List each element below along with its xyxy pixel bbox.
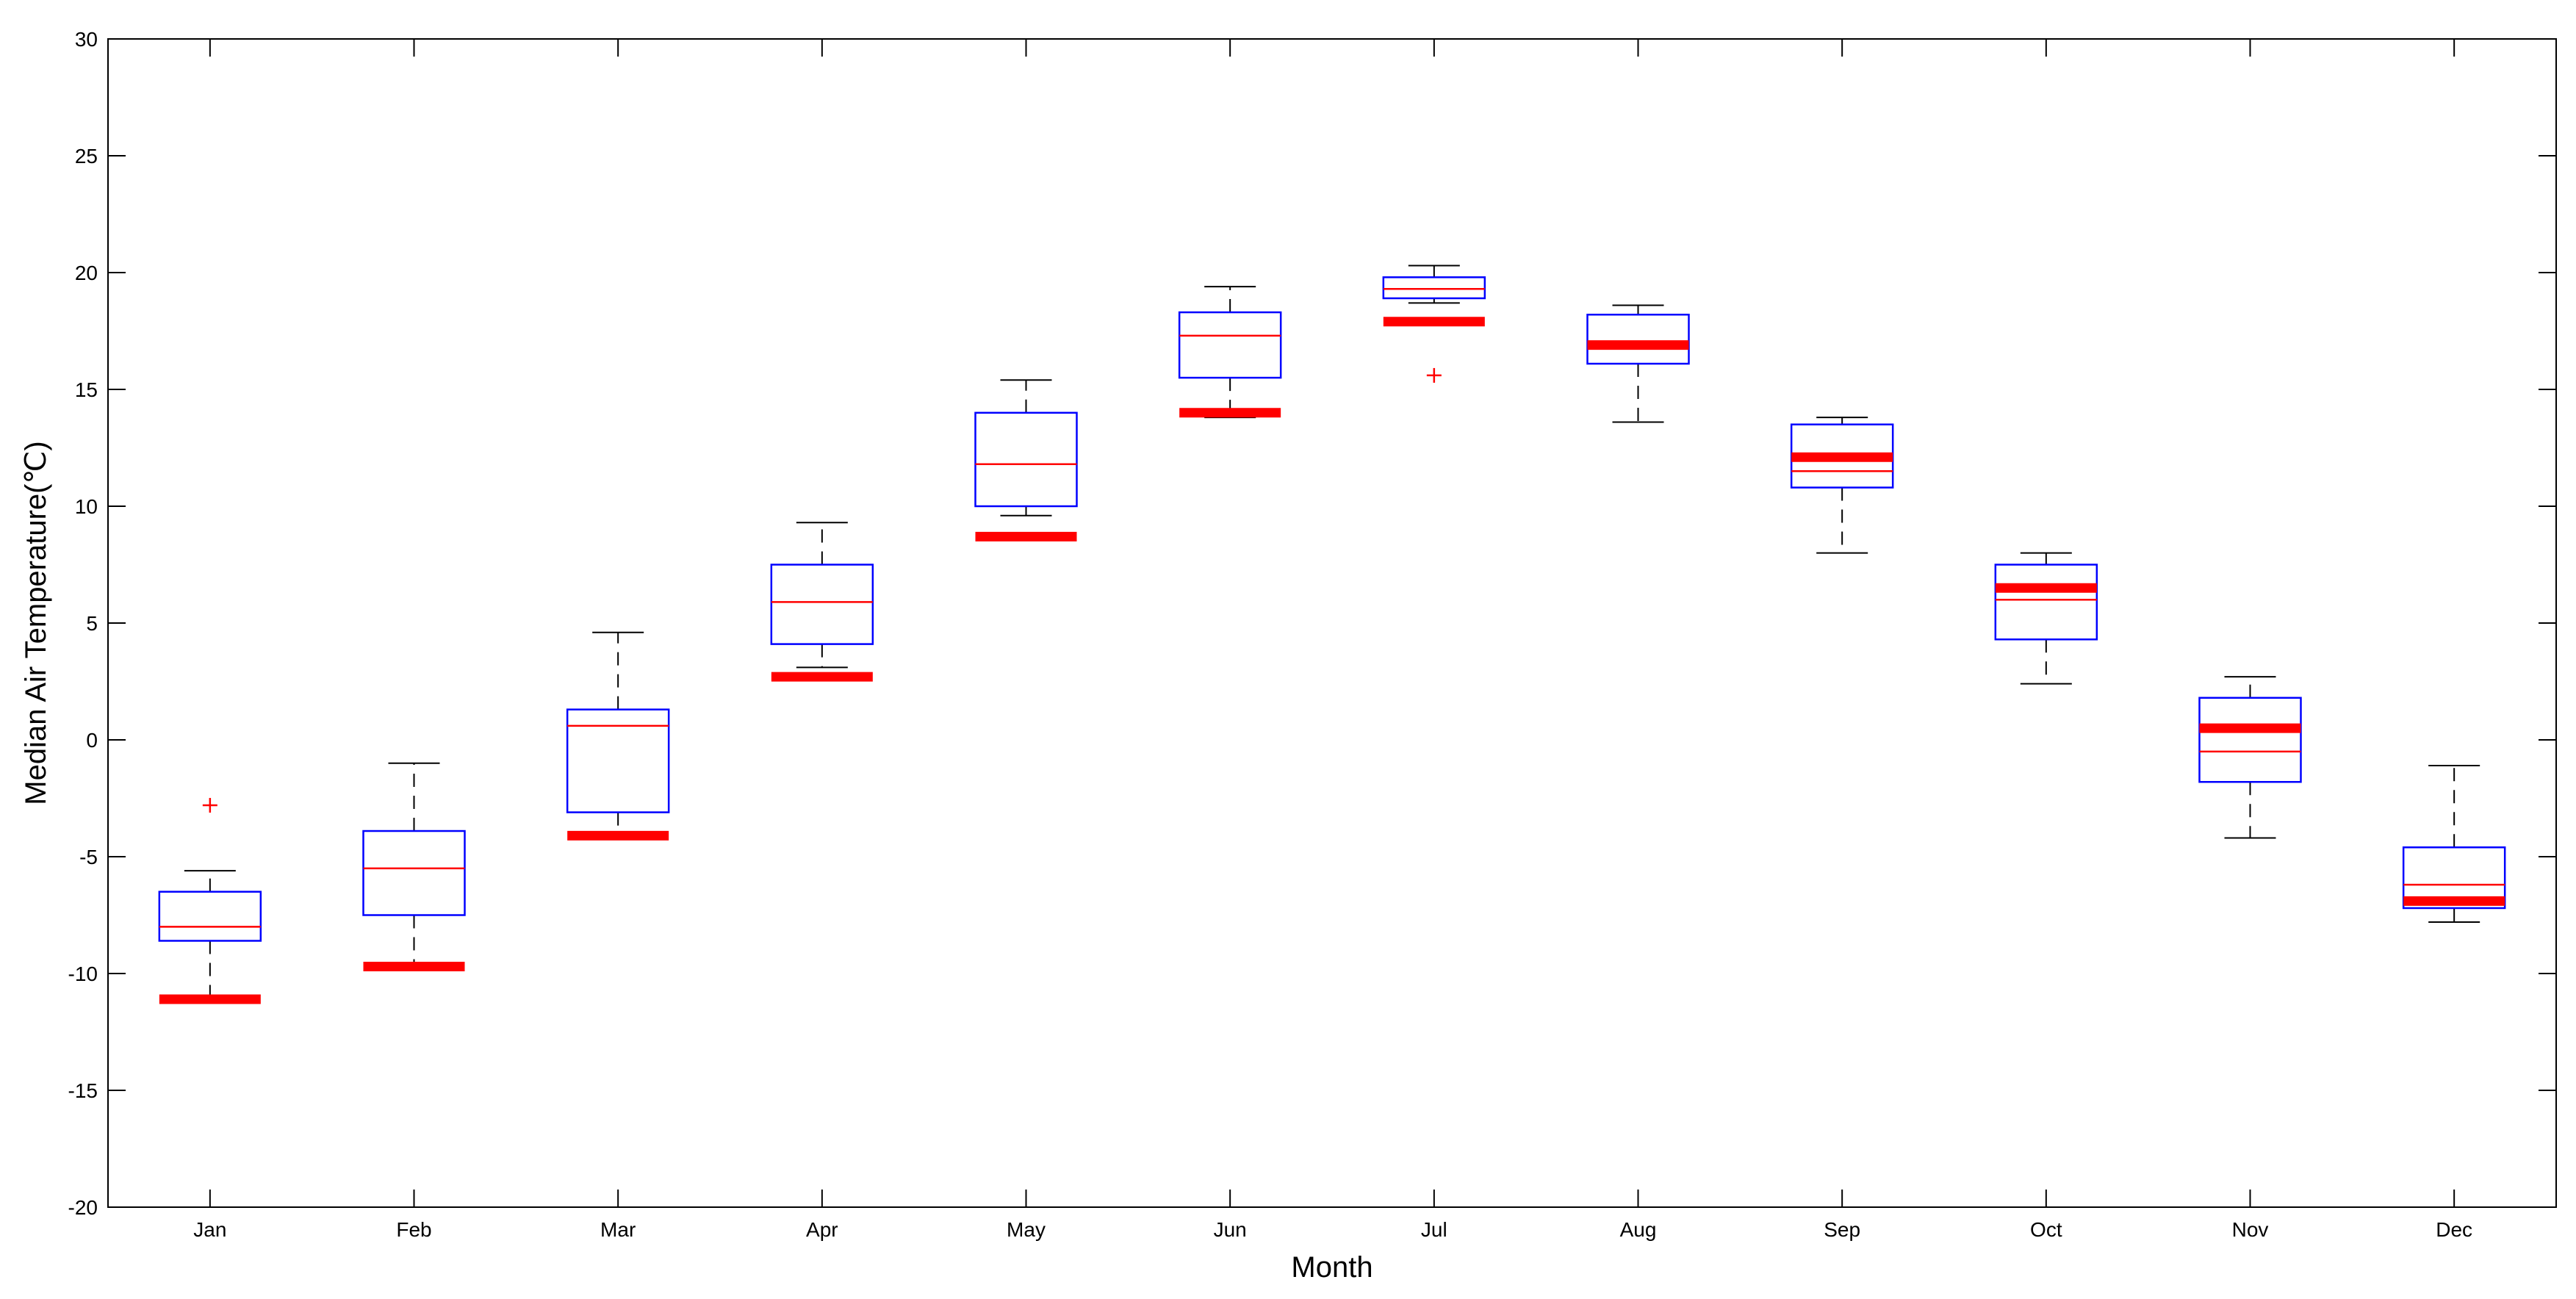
box-feb xyxy=(362,762,466,971)
x-axis: Jan Feb Mar Apr May Jun Jul Aug Sep Oct Nov Dec xyxy=(193,39,2472,1241)
iqr-box xyxy=(1994,564,2098,641)
x-tick-label: Dec xyxy=(2436,1218,2472,1241)
box-jan xyxy=(158,798,262,1004)
x-tick-label: Apr xyxy=(806,1218,838,1241)
x-tick-label: Nov xyxy=(2232,1218,2269,1241)
y-tick-label: -20 xyxy=(68,1196,98,1219)
iqr-box xyxy=(974,411,1078,508)
plot-area xyxy=(107,38,2557,1208)
box-series xyxy=(158,265,2506,1004)
box-oct xyxy=(1994,552,2098,685)
box-dec xyxy=(2402,764,2506,924)
x-tick-label: Aug xyxy=(1620,1218,1657,1241)
y-tick-label: -15 xyxy=(68,1079,98,1102)
iqr-box xyxy=(158,890,262,942)
box-jun xyxy=(1178,286,1282,419)
y-tick-label: 0 xyxy=(86,729,98,752)
iqr-box xyxy=(362,830,466,916)
y-tick-label: 5 xyxy=(86,612,98,635)
y-tick-label: 25 xyxy=(75,145,98,168)
y-tick-label: 10 xyxy=(75,495,98,518)
iqr-box xyxy=(2198,697,2302,783)
iqr-box xyxy=(770,564,874,645)
x-tick-label: Mar xyxy=(600,1218,636,1241)
y-tick-label: 20 xyxy=(75,262,98,284)
x-tick-label: Jun xyxy=(1214,1218,1247,1241)
box-nov xyxy=(2198,676,2302,839)
y-tick-label: 30 xyxy=(75,28,98,51)
x-tick-label: Jan xyxy=(193,1218,226,1241)
x-tick-label: May xyxy=(1007,1218,1046,1241)
box-apr xyxy=(770,522,874,682)
box-mar xyxy=(566,631,670,841)
y-axis-label: Median Air Temperature(℃) xyxy=(20,441,52,805)
iqr-box xyxy=(1382,276,1486,300)
iqr-box xyxy=(1178,311,1282,379)
y-tick-label: 15 xyxy=(75,378,98,401)
box-may xyxy=(974,379,1078,541)
box-sep xyxy=(1790,417,1894,554)
y-tick-label: -5 xyxy=(79,846,98,868)
box-jul xyxy=(1382,265,1486,383)
iqr-box xyxy=(566,708,670,813)
x-axis-label: Month xyxy=(1291,1251,1372,1284)
box-aug xyxy=(1586,304,1690,423)
x-tick-label: Sep xyxy=(1824,1218,1860,1241)
x-tick-label: Oct xyxy=(2030,1218,2062,1241)
iqr-box xyxy=(1586,313,1690,365)
y-tick-label: -10 xyxy=(68,962,98,985)
y-axis: -20 -15 -10 -5 0 5 10 15 20 25 30 xyxy=(68,28,2556,1219)
x-tick-label: Feb xyxy=(396,1218,431,1241)
x-tick-label: Jul xyxy=(1421,1218,1447,1241)
